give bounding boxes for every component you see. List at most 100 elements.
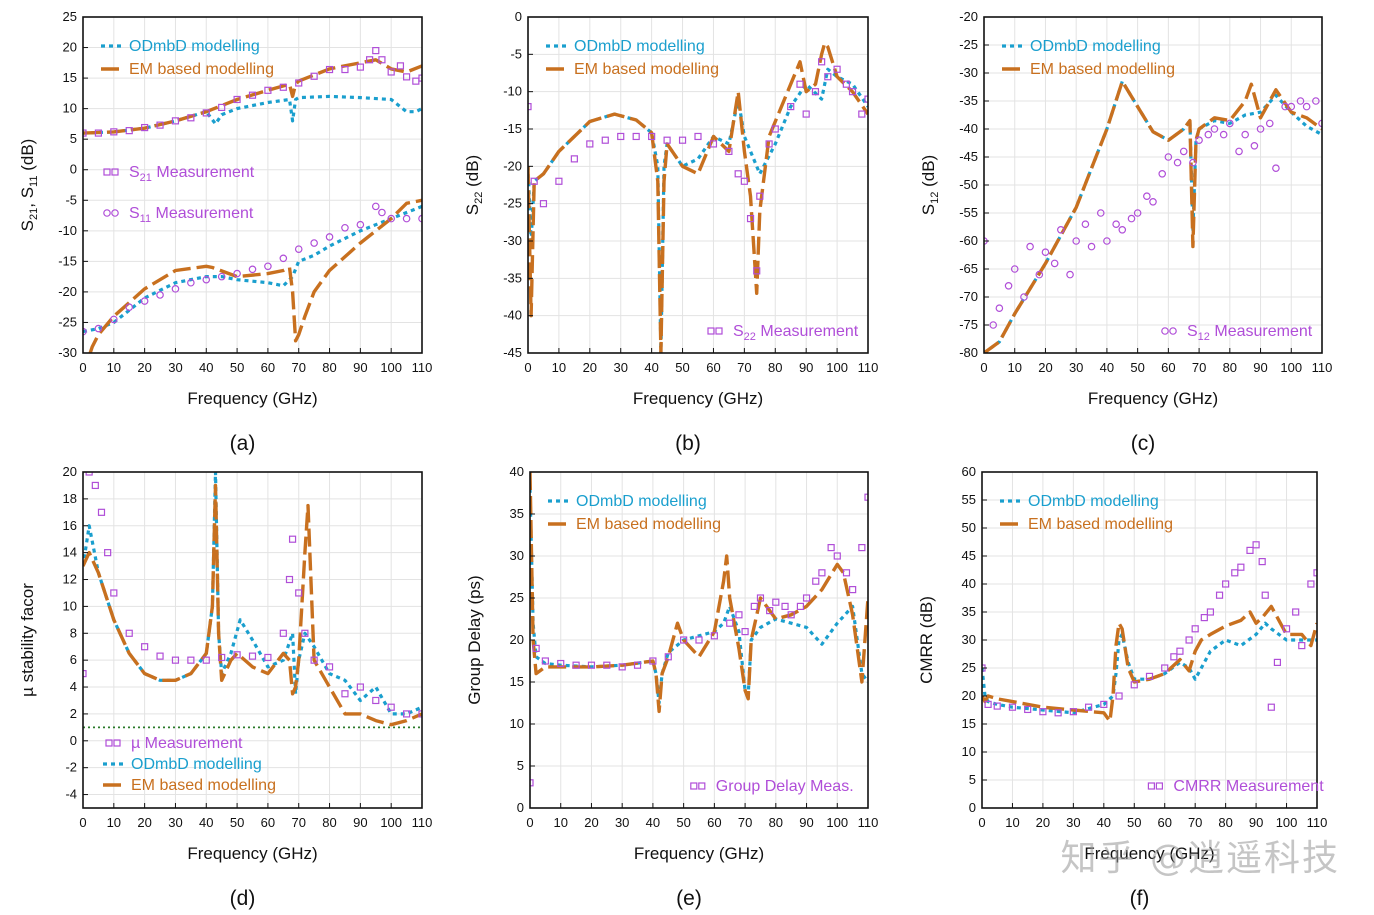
x-tick-label: 90 xyxy=(353,360,367,375)
x-tick-label: 10 xyxy=(1005,815,1019,830)
data-point xyxy=(796,80,804,88)
data-point xyxy=(993,702,1001,710)
x-tick-label: 70 xyxy=(1188,815,1202,830)
data-point xyxy=(1292,608,1300,616)
y-tick-label: 40 xyxy=(510,464,524,479)
data-point xyxy=(750,602,758,611)
axes-frame xyxy=(82,471,423,809)
chart-b: 0 10 20 30 40 50 60 70 80 90 100 110 -45 -40 -35 -30 -25… xyxy=(463,9,878,455)
data-point xyxy=(648,132,656,141)
data-point xyxy=(125,303,134,311)
x-tick-label: 70 xyxy=(737,360,751,375)
y-tick-label: -55 xyxy=(959,205,978,220)
data-point xyxy=(171,117,180,125)
legend-label: EM based modelling xyxy=(129,61,274,78)
y-tick-label: -40 xyxy=(503,308,522,323)
data-point xyxy=(802,594,811,602)
data-point xyxy=(325,663,334,671)
data-point xyxy=(140,297,149,305)
legend-label: CMRR Measurement xyxy=(1173,778,1324,795)
y-tick-label: -30 xyxy=(959,65,978,80)
data-point xyxy=(746,215,755,223)
legend-label: ODmbD modelling xyxy=(1028,493,1159,510)
data-point xyxy=(664,653,672,661)
y-tick-label: -25 xyxy=(58,314,77,329)
x-tick-label: 50 xyxy=(675,360,689,375)
plot-area xyxy=(83,46,422,353)
data-point xyxy=(104,549,112,557)
data-point xyxy=(218,103,226,112)
data-point xyxy=(1066,270,1074,279)
data-point xyxy=(570,155,578,163)
legend-marker xyxy=(111,168,119,176)
data-point xyxy=(356,683,364,691)
x-tick-label: 20 xyxy=(137,815,151,830)
legend-marker xyxy=(690,782,698,790)
axes-frame xyxy=(527,16,869,354)
data-point xyxy=(1204,130,1213,139)
data-point xyxy=(156,652,164,660)
y-tick-label: 0 xyxy=(70,162,77,177)
data-point xyxy=(264,86,272,94)
data-point xyxy=(1084,703,1093,711)
x-tick-label: 100 xyxy=(826,815,848,830)
data-point xyxy=(1256,125,1265,133)
x-tick-label: 60 xyxy=(261,815,275,830)
data-point xyxy=(125,629,133,637)
x-tick-label: 20 xyxy=(137,360,151,375)
data-point xyxy=(1237,563,1245,571)
data-point xyxy=(678,136,687,144)
x-tick-label: 90 xyxy=(799,360,813,375)
plot-area xyxy=(982,541,1317,723)
data-point xyxy=(1318,119,1322,128)
data-point xyxy=(1235,147,1243,156)
x-tick-label: 80 xyxy=(768,360,782,375)
data-point xyxy=(310,656,318,664)
x-tick-label: 90 xyxy=(1253,360,1267,375)
data-point xyxy=(756,594,765,602)
plot-area xyxy=(528,41,868,353)
legend-marker xyxy=(103,168,111,176)
data-point xyxy=(1307,580,1315,588)
watermark: 知乎 @逍遥科技 xyxy=(1060,838,1340,879)
data-point xyxy=(387,214,395,223)
data-point xyxy=(279,83,287,91)
legend-label: S21 Measurement xyxy=(129,164,255,184)
data-point xyxy=(233,651,241,659)
data-point xyxy=(710,632,718,640)
x-tick-label: 60 xyxy=(261,360,275,375)
x-tick-label: 90 xyxy=(353,815,367,830)
x-tick-label: 0 xyxy=(980,360,987,375)
series-line-odmbd xyxy=(984,79,1322,353)
x-tick-label: 10 xyxy=(552,360,566,375)
data-point xyxy=(740,177,748,185)
x-axis-label: Frequency (GHz) xyxy=(187,389,317,408)
data-point xyxy=(402,214,411,223)
x-tick-label: 30 xyxy=(615,815,629,830)
x-tick-label: 30 xyxy=(1069,360,1083,375)
x-tick-label: 80 xyxy=(1218,815,1232,830)
data-point xyxy=(1298,641,1306,650)
data-point xyxy=(1069,708,1077,716)
x-tick-label: 60 xyxy=(706,360,720,375)
data-point xyxy=(735,611,743,619)
y-tick-label: 15 xyxy=(510,674,524,689)
data-point xyxy=(1087,242,1096,251)
data-point xyxy=(156,121,164,129)
data-point xyxy=(864,493,868,501)
data-point xyxy=(1112,220,1120,229)
data-point xyxy=(171,285,180,293)
data-point xyxy=(842,80,850,88)
data-point xyxy=(1039,708,1047,716)
x-tick-label: 90 xyxy=(799,815,813,830)
y-axis-label: S22 (dB) xyxy=(463,155,485,215)
data-point xyxy=(811,88,820,96)
x-tick-label: 110 xyxy=(858,360,879,375)
legend-marker xyxy=(111,209,119,217)
data-point xyxy=(264,653,272,662)
data-point xyxy=(294,245,303,253)
data-point xyxy=(1252,541,1260,549)
data-point xyxy=(1210,125,1219,133)
x-tick-label: 50 xyxy=(230,360,244,375)
data-point xyxy=(1189,158,1197,167)
